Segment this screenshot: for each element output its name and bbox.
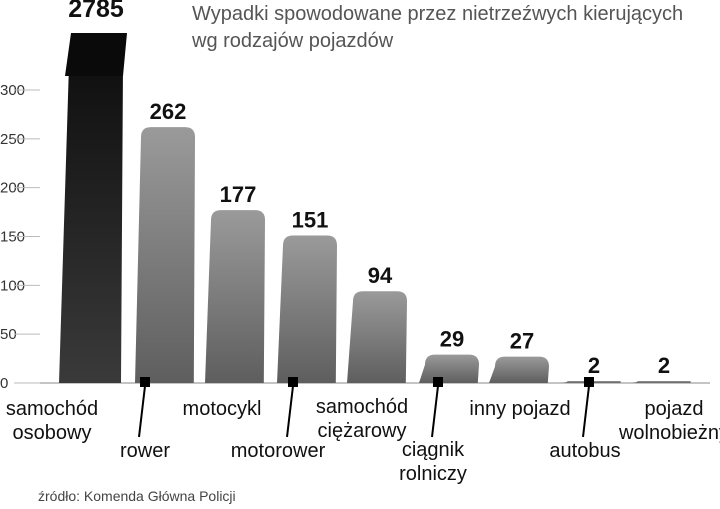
value-label: 94 [368,263,393,288]
category-marker [140,377,150,387]
category-marker [433,377,443,387]
category-label: pojazd [645,398,704,420]
value-label: 177 [220,182,257,207]
category-leader-line [431,385,439,438]
value-label: 29 [440,327,464,352]
bar [277,235,337,383]
y-tick-label: 100 [0,277,25,294]
value-labels-group: 2785 262 177 151 94 29 27 2 2 [65,0,670,378]
bar [347,291,407,383]
value-label: 2785 [68,0,124,23]
source-note: źródło: Komenda Główna Policji [38,488,236,504]
category-leader-line [582,385,590,438]
category-labels-group: samochódosobowyrowermotocyklmotorowersam… [6,377,720,485]
y-tick-label: 200 [0,180,25,197]
y-tick-label: 50 [0,326,17,343]
y-axis: 0 50 100 150 200 250 300 [0,82,40,392]
value-label: 262 [150,99,187,124]
category-label: wolnobieżny [618,422,720,444]
category-label: motorower [231,440,326,462]
category-marker [288,377,298,387]
value-label: 2 [588,353,600,378]
category-label: autobus [549,440,620,462]
category-label: samochód [6,398,98,420]
bars-group [59,55,691,383]
bar [59,55,123,383]
bar [631,381,691,383]
category-leader-line [286,385,294,438]
category-label: ciężarowy [318,420,407,442]
value-label: 151 [292,208,329,233]
category-label: inny pojazd [469,398,570,420]
category-label: rolniczy [399,463,467,485]
y-tick-label: 150 [0,229,25,246]
bar [135,127,195,383]
bar [489,356,549,383]
category-marker [584,377,594,387]
bar [419,354,479,383]
value-label: 27 [510,329,534,354]
chart-title-line-2: wg rodzajów pojazdów [191,30,394,52]
category-label: motocykl [183,398,262,420]
category-label: osobowy [13,422,92,444]
bar [205,210,265,383]
chart-title-line-1: Wypadki spowodowane przez nietrzeźwych k… [192,3,683,25]
category-label: ciągnik [402,439,465,461]
category-leader-line [138,385,146,438]
y-tick-label: 300 [0,82,25,99]
category-label: samochód [316,396,408,418]
value-label: 2 [658,353,670,378]
value-label-box [65,33,127,76]
category-label: rower [120,440,170,462]
y-tick-label: 250 [0,131,25,148]
y-tick-label: 0 [0,375,8,392]
